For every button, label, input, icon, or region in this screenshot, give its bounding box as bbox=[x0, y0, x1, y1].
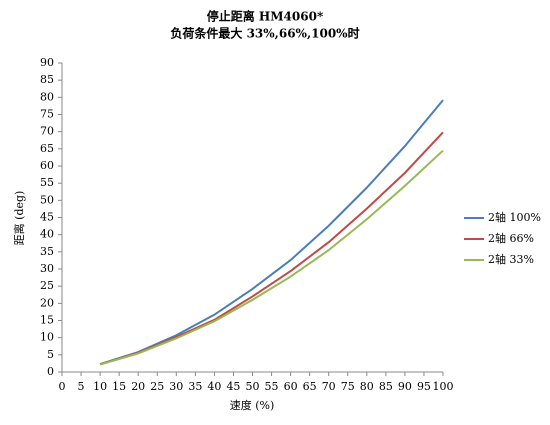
y-tick-label: 15 bbox=[40, 314, 54, 327]
x-tick-label: 25 bbox=[150, 380, 164, 393]
y-tick-label: 5 bbox=[47, 348, 54, 361]
y-tick-label: 20 bbox=[40, 296, 54, 309]
x-tick-label: 55 bbox=[265, 380, 279, 393]
series-line bbox=[99, 131, 444, 366]
x-tick-label: 5 bbox=[78, 380, 85, 393]
x-tick-label: 50 bbox=[246, 380, 260, 393]
y-tick-label: 80 bbox=[40, 90, 54, 103]
x-tick-label: 30 bbox=[169, 380, 183, 393]
x-tick-label: 20 bbox=[131, 380, 145, 393]
y-tick-label: 25 bbox=[40, 279, 54, 292]
x-tick-label: 75 bbox=[341, 380, 355, 393]
y-tick-label: 70 bbox=[40, 125, 54, 138]
x-tick-label: 80 bbox=[360, 380, 374, 393]
x-tick-label: 100 bbox=[433, 380, 454, 393]
y-tick-label: 55 bbox=[40, 176, 54, 189]
y-tick-label: 65 bbox=[40, 142, 54, 155]
y-tick-label: 90 bbox=[40, 56, 54, 69]
x-tick-label: 85 bbox=[379, 380, 393, 393]
x-tick-label: 60 bbox=[284, 380, 298, 393]
legend-label: 2轴 100% bbox=[488, 210, 541, 224]
y-tick-label: 0 bbox=[47, 365, 54, 378]
x-tick-label: 70 bbox=[322, 380, 336, 393]
x-tick-label: 45 bbox=[226, 380, 240, 393]
x-tick-label: 95 bbox=[417, 380, 431, 393]
legend-label: 2轴 66% bbox=[488, 231, 534, 245]
x-tick-label: 0 bbox=[59, 380, 66, 393]
y-tick-label: 10 bbox=[40, 331, 54, 344]
y-tick-label: 50 bbox=[40, 193, 54, 206]
x-axis-label: 速度 (%) bbox=[230, 398, 275, 412]
x-tick-label: 90 bbox=[398, 380, 412, 393]
y-tick-label: 75 bbox=[40, 108, 54, 121]
x-tick-label: 10 bbox=[93, 380, 107, 393]
y-tick-label: 60 bbox=[40, 159, 54, 172]
x-tick-label: 35 bbox=[188, 380, 202, 393]
x-tick-label: 65 bbox=[303, 380, 317, 393]
x-tick-label: 15 bbox=[112, 380, 126, 393]
y-tick-label: 40 bbox=[40, 228, 54, 241]
x-tick-label: 40 bbox=[207, 380, 221, 393]
y-tick-label: 35 bbox=[40, 245, 54, 258]
legend-label: 2轴 33% bbox=[488, 252, 534, 266]
y-tick-label: 85 bbox=[40, 73, 54, 86]
chart-title: 停止距离 HM4060* bbox=[207, 9, 324, 24]
chart-subtitle: 负荷条件最大 33%,66%,100%时 bbox=[170, 26, 359, 41]
y-tick-label: 30 bbox=[40, 262, 54, 275]
series-line bbox=[99, 99, 444, 366]
y-axis-label: 距离 (deg) bbox=[12, 191, 26, 246]
series-line bbox=[99, 149, 444, 366]
y-tick-label: 45 bbox=[40, 211, 54, 224]
